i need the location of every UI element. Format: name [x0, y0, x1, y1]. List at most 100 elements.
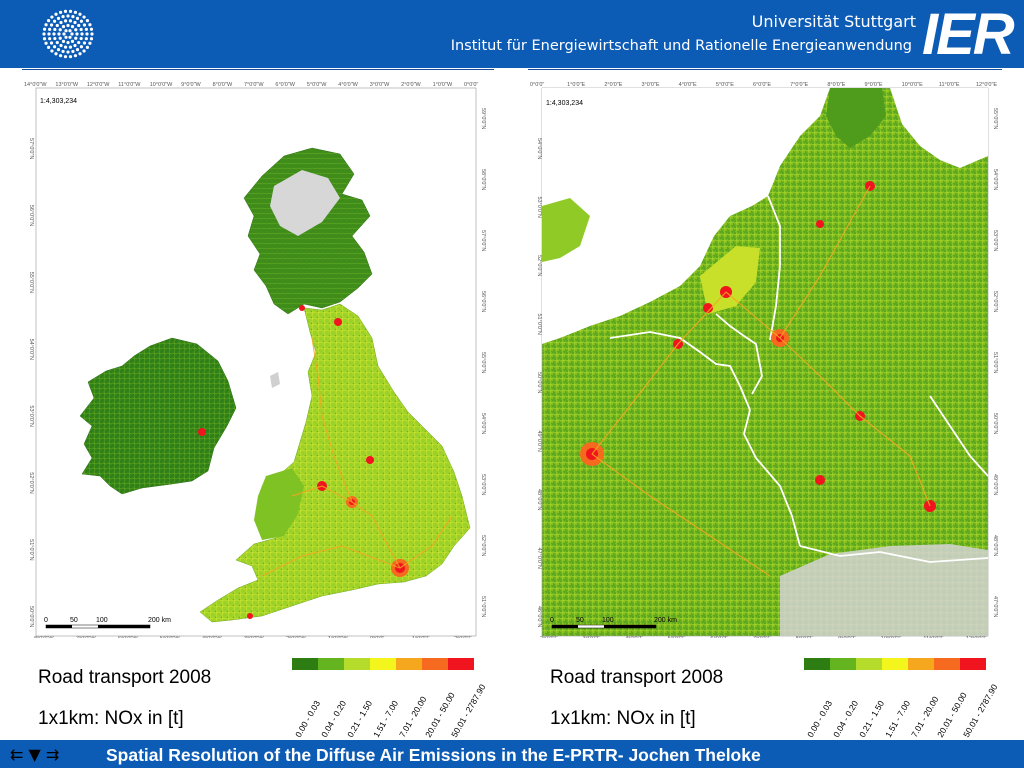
right-lat-label: 52°0'0"N — [992, 291, 998, 312]
bottom-lon-label: 2°0'0"W — [286, 636, 306, 638]
top-lon-label: 1°0'0"W — [433, 82, 453, 88]
map-europe-canvas: 1:4,303,234 0 50 100 200 km 0°0'0" 1°0'0"E 2°… — [530, 82, 998, 638]
right-lat-label: 53°0'0"N — [992, 230, 998, 251]
bottom-lon-label: 5°0'0"W — [160, 636, 180, 638]
right-lat-label: 55°0'0"N — [992, 108, 998, 129]
left-lat-label: 54°0'0"N — [28, 339, 34, 360]
map-uk-canvas: 1:4,303,234 0 50 100 200 km 14°0'0"W 13°0'0"… — [24, 82, 486, 638]
right-lat-label: 53°0'0"N — [480, 474, 486, 495]
bottom-lon-label: 9°0'0"E — [838, 636, 856, 638]
map-uk-ireland: 1:4,303,234 0 50 100 200 km 14°0'0"W 13°0'0"… — [22, 76, 492, 638]
baltic-sea — [890, 88, 988, 168]
scalebar-label: 50 — [70, 617, 78, 624]
top-lon-label: 0°0'0" — [530, 82, 544, 88]
top-lon-label: 13°0'0"W — [55, 82, 78, 88]
left-lat-label: 49°0'0"N — [536, 431, 542, 452]
legend-swatch — [292, 658, 318, 670]
scalebar-label: 0 — [44, 617, 48, 624]
scalebar-label: 200 km — [148, 617, 171, 624]
scalebar-label: 100 — [602, 617, 614, 624]
top-lon-label: 4°0'0"E — [679, 82, 697, 88]
right-lat-label: 55°0'0"N — [480, 352, 486, 373]
legend-right: 0.00 - 0.030.04 - 0.200.21 - 1.501.51 - … — [804, 658, 1000, 738]
denmark-landmass — [826, 88, 886, 148]
bottom-lon-label: 3°0'0"W — [244, 636, 264, 638]
legend-swatch — [934, 658, 960, 670]
bottom-lon-label: 7°0'0"W — [76, 636, 96, 638]
university-logo-icon — [42, 9, 94, 59]
footer-title: Spatial Resolution of the Diffuse Air Em… — [106, 745, 761, 765]
bottom-lon-label: 12°0'0"E — [966, 636, 987, 638]
top-lon-label: 0°0'0" — [464, 82, 478, 88]
bottom-lon-label: 1°0'0"E — [412, 636, 430, 638]
map1-scalebar: 0 50 100 200 km — [44, 617, 171, 629]
left-lat-label: 53°0'0"N — [28, 405, 34, 426]
legend-swatch — [830, 658, 856, 670]
legend-swatch — [370, 658, 396, 670]
top-lon-label: 7°0'0"E — [790, 82, 808, 88]
map2-scale-text: 1:4,303,234 — [546, 100, 583, 107]
isle-of-man — [270, 372, 280, 388]
top-lon-label: 3°0'0"W — [370, 82, 390, 88]
country-borders — [609, 195, 989, 563]
scalebar-label: 100 — [96, 617, 108, 624]
legend-swatch — [882, 658, 908, 670]
right-lat-label: 50°0'0"N — [992, 413, 998, 434]
left-lat-label: 57°0'0"N — [28, 138, 34, 159]
left-lat-label: 50°0'0"N — [28, 606, 34, 627]
map2-caption-title: Road transport 2008 — [550, 667, 724, 688]
road-network — [261, 337, 453, 577]
bottom-lon-label: 11°0'0"E — [923, 636, 944, 638]
left-lat-label: 54°0'0"N — [536, 138, 542, 159]
bottom-lon-label: 7°0'0"E — [753, 636, 771, 638]
wales-region — [254, 468, 304, 540]
legend-swatch — [804, 658, 830, 670]
top-lon-label: 9°0'0"E — [865, 82, 883, 88]
highlands-snow — [270, 170, 340, 236]
slide-navigation[interactable]: ⇇ ▼ ⇉ — [10, 745, 60, 764]
netherlands-region — [700, 246, 760, 314]
bottom-lon-label: 10°0'0"E — [881, 636, 902, 638]
top-lon-label: 2°0'0"W — [401, 82, 421, 88]
right-lat-label: 48°0'0"N — [992, 535, 998, 556]
map-benelux-germany: 1:4,303,234 0 50 100 200 km 0°0'0" 1°0'0"E 2°… — [530, 76, 1002, 638]
top-lon-label: 9°0'0"W — [181, 82, 201, 88]
legend-label: 1.51 - 7.00 — [883, 699, 912, 738]
scalebar-label: 50 — [576, 617, 584, 624]
bottom-lon-label: 3°0'0"E — [583, 636, 601, 638]
bottom-lon-label: 2°0'0"E — [540, 636, 558, 638]
left-lat-label: 48°0'0"N — [536, 489, 542, 510]
right-lat-label: 47°0'0"N — [992, 596, 998, 617]
legend-swatch — [318, 658, 344, 670]
right-lat-label: 57°0'0"N — [480, 230, 486, 251]
top-lon-label: 6°0'0"W — [275, 82, 295, 88]
bottom-lon-label: 5°0'0"E — [668, 636, 686, 638]
right-lat-label: 58°0'0"N — [480, 169, 486, 190]
right-lat-label: 52°0'0"N — [480, 535, 486, 556]
bottom-lon-label: 4°0'0"E — [625, 636, 643, 638]
map1-graticule-labels: 14°0'0"W 13°0'0"W 12°0'0"W 11°0'0"W 10°0'0"W… — [24, 82, 486, 638]
bottom-lon-label: 6°0'0"E — [710, 636, 728, 638]
right-lat-label: 51°0'0"N — [992, 352, 998, 373]
legend-swatch — [422, 658, 448, 670]
bottom-lon-label: 8°0'0"E — [796, 636, 814, 638]
left-lat-label: 51°0'0"N — [28, 539, 34, 560]
england-corner — [542, 198, 590, 262]
bottom-lon-label: 1°0'0"W — [328, 636, 348, 638]
north-sea — [542, 88, 830, 344]
legend-swatch — [960, 658, 986, 670]
bottom-lon-label: 8°0'0"W — [34, 636, 54, 638]
england-wales-landmass — [199, 303, 471, 623]
left-lat-label: 51°0'0"N — [536, 314, 542, 335]
bottom-lon-label: 6°0'0"W — [118, 636, 138, 638]
legend-label: 0.00 - 0.03 — [805, 699, 834, 738]
legend-label: 0.04 - 0.20 — [319, 699, 348, 738]
top-lon-label: 1°0'0"E — [567, 82, 585, 88]
ireland-landmass — [79, 337, 237, 495]
top-lon-label: 12°0'0"W — [87, 82, 110, 88]
map2-scalebar: 0 50 100 200 km — [550, 617, 677, 629]
left-lat-label: 47°0'0"N — [536, 548, 542, 569]
header-bar: Universität Stuttgart Institut für Energ… — [0, 0, 1024, 68]
right-lat-label: 54°0'0"N — [992, 169, 998, 190]
top-lon-label: 8°0'0"W — [213, 82, 233, 88]
